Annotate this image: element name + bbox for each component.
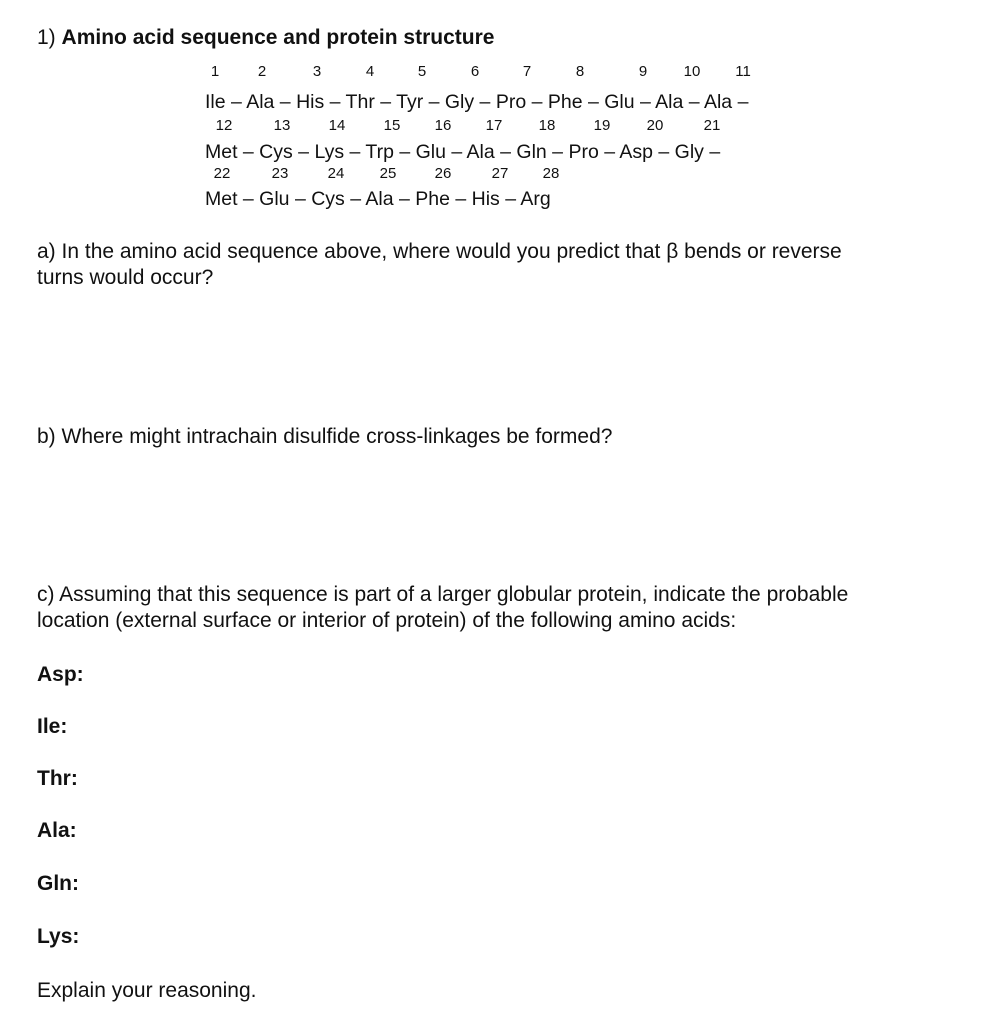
residue-number: 7 [522, 63, 532, 80]
question-a-line-1: a) In the amino acid sequence above, whe… [37, 240, 842, 263]
label-ala: Ala: [37, 819, 77, 842]
residue-number: 21 [703, 117, 721, 134]
label-lys: Lys: [37, 925, 80, 948]
residue-number: 3 [312, 63, 322, 80]
residue-number: 5 [417, 63, 427, 80]
residue-number: 24 [327, 165, 345, 182]
residue-number: 13 [273, 117, 291, 134]
residue-number: 1 [210, 63, 220, 80]
residue-number: 19 [593, 117, 611, 134]
residue-number: 8 [575, 63, 585, 80]
residue-number: 22 [213, 165, 231, 182]
residue-number: 27 [491, 165, 509, 182]
residue-number: 14 [328, 117, 346, 134]
title-text: Amino acid sequence and protein structur… [61, 26, 495, 49]
residue-number: 20 [646, 117, 664, 134]
sequence-line-3: Met – Glu – Cys – Ala – Phe – His – Arg [205, 188, 551, 210]
question-a-line-2: turns would occur? [37, 266, 214, 289]
question-c-line-2: location (external surface or interior o… [37, 609, 737, 632]
residue-number: 2 [257, 63, 267, 80]
residue-number: 15 [383, 117, 401, 134]
question-b: b) Where might intrachain disulfide cros… [37, 425, 613, 448]
residue-number: 23 [271, 165, 289, 182]
residue-number: 25 [379, 165, 397, 182]
label-gln: Gln: [37, 872, 79, 895]
label-thr: Thr: [37, 767, 78, 790]
residue-number: 17 [485, 117, 503, 134]
label-ile: Ile: [37, 715, 68, 738]
sequence-line-1: Ile – Ala – His – Thr – Tyr – Gly – Pro … [205, 91, 749, 113]
explain-prompt: Explain your reasoning. [37, 979, 257, 1002]
residue-number: 18 [538, 117, 556, 134]
residue-number: 4 [365, 63, 375, 80]
sequence-line-2: Met – Cys – Lys – Trp – Glu – Ala – Gln … [205, 141, 721, 163]
residue-number: 16 [434, 117, 452, 134]
residue-number: 26 [434, 165, 452, 182]
residue-number: 6 [470, 63, 480, 80]
title-prefix: 1) [37, 26, 56, 49]
section-title: 1) Amino acid sequence and protein struc… [37, 25, 494, 51]
residue-number: 11 [735, 63, 751, 80]
residue-number: 28 [542, 165, 560, 182]
residue-number: 9 [638, 63, 648, 80]
residue-number: 10 [683, 63, 701, 80]
question-c-line-1: c) Assuming that this sequence is part o… [37, 583, 849, 606]
label-asp: Asp: [37, 663, 84, 686]
residue-number: 12 [215, 117, 233, 134]
